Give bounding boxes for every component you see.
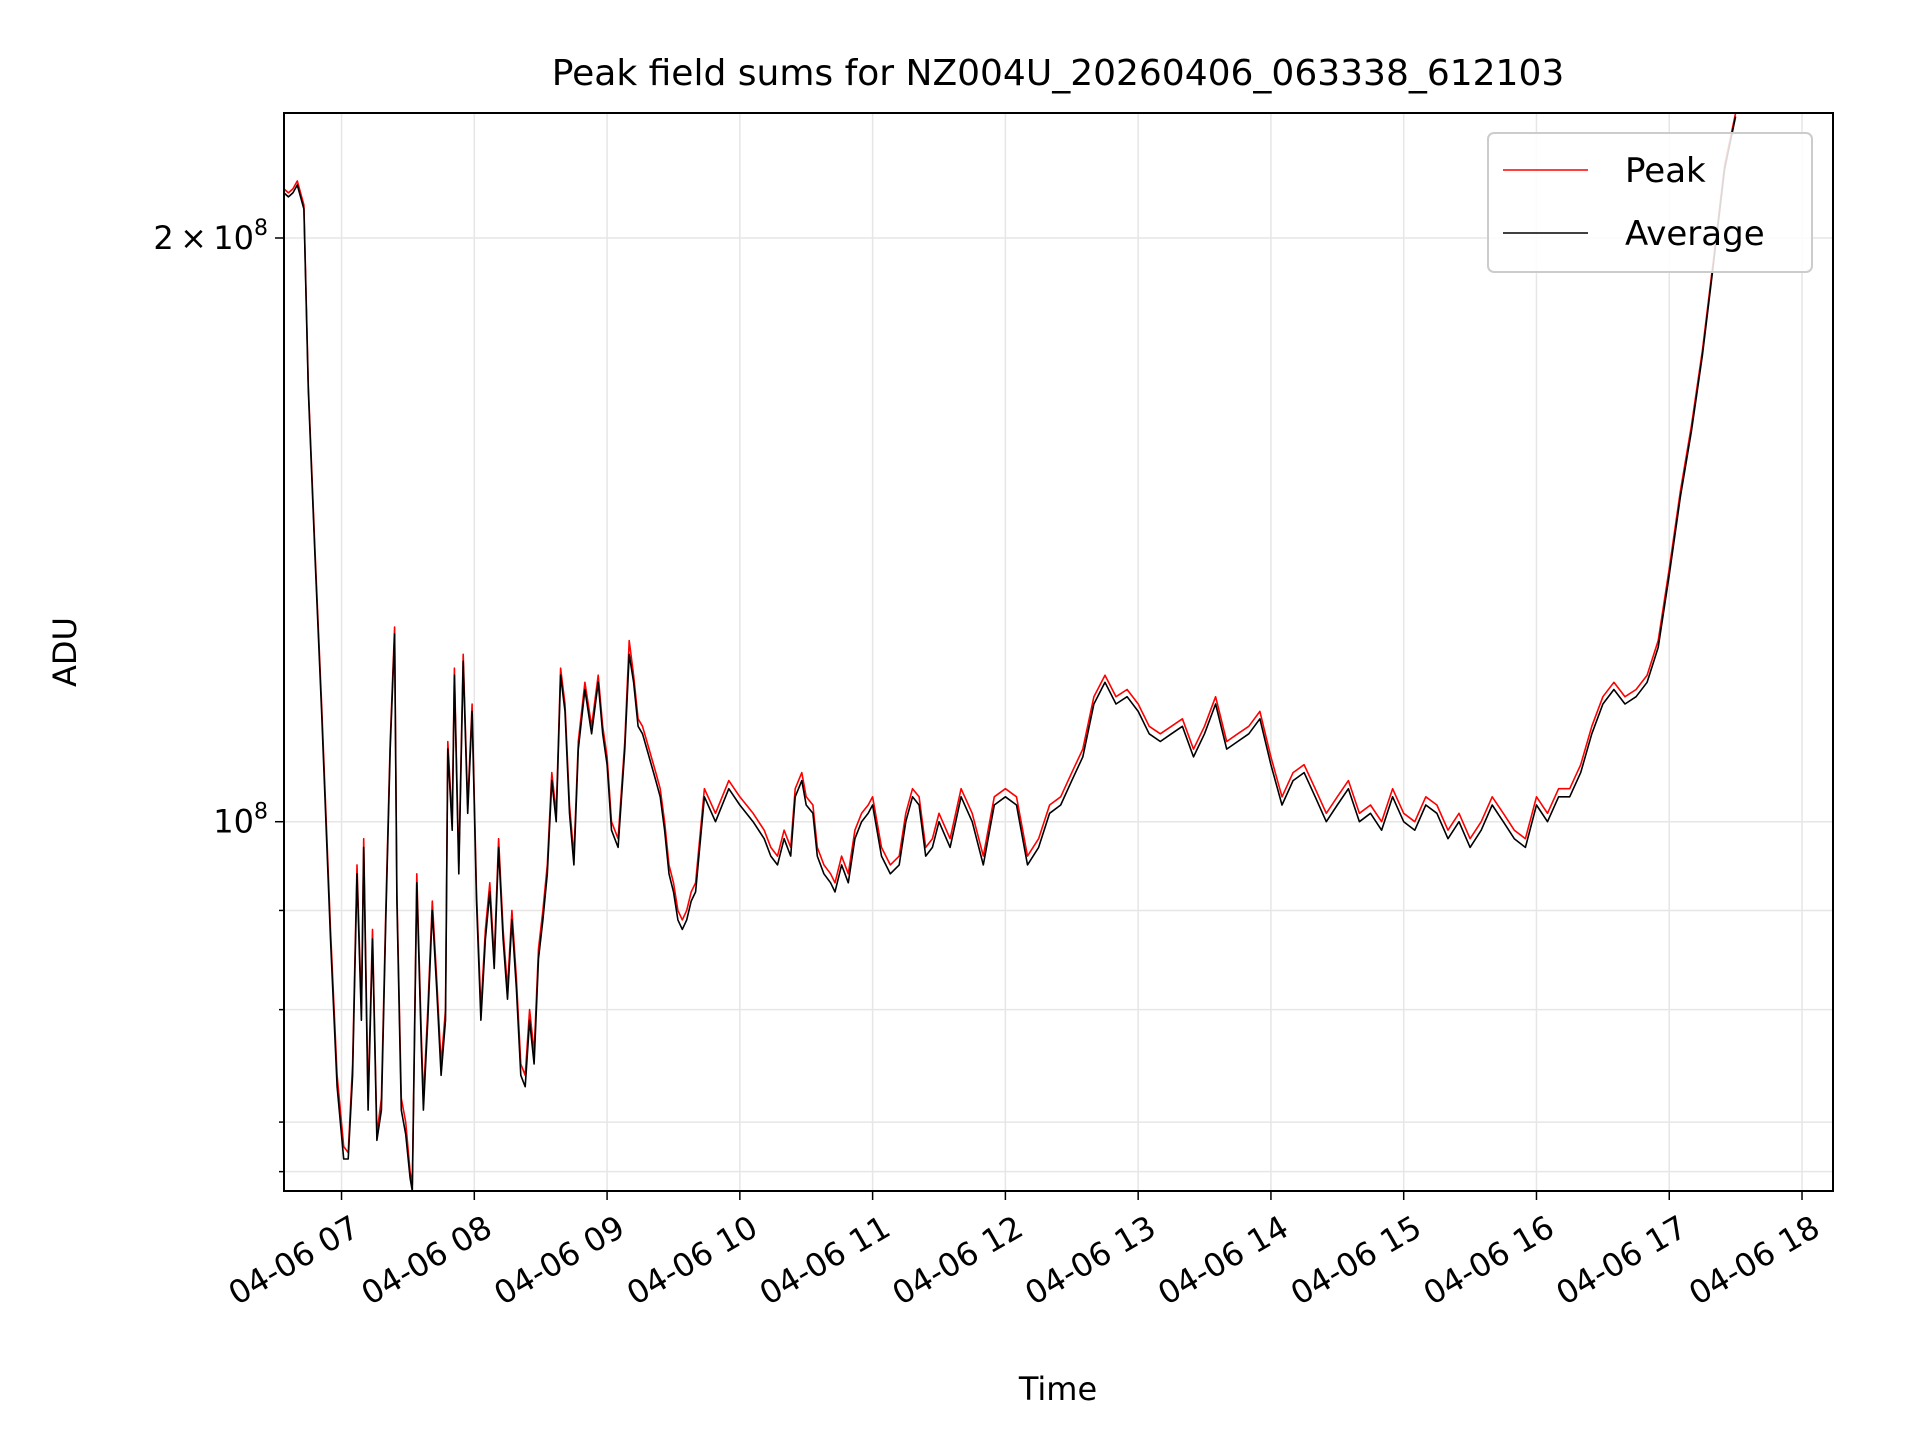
x-axis-label: Time (1018, 1370, 1097, 1408)
y-axis-label: ADU (46, 617, 84, 687)
series-lines (283, 112, 1737, 1192)
legend-peak-label: Peak (1625, 151, 1706, 191)
y-axis: 108 2 × 108 (153, 216, 284, 1173)
average-series-line (283, 116, 1737, 1192)
legend-box (1487, 132, 1813, 273)
y-tick-label: 108 (213, 800, 268, 841)
plot-frame (283, 112, 1834, 1192)
grid-lines (284, 113, 1833, 1191)
legend: Peak Average (1487, 132, 1813, 273)
legend-average-label: Average (1625, 214, 1765, 254)
chart-title: Peak field sums for NZ004U_20260406_0633… (552, 53, 1565, 94)
y-tick-label: 2 × 108 (153, 216, 268, 257)
